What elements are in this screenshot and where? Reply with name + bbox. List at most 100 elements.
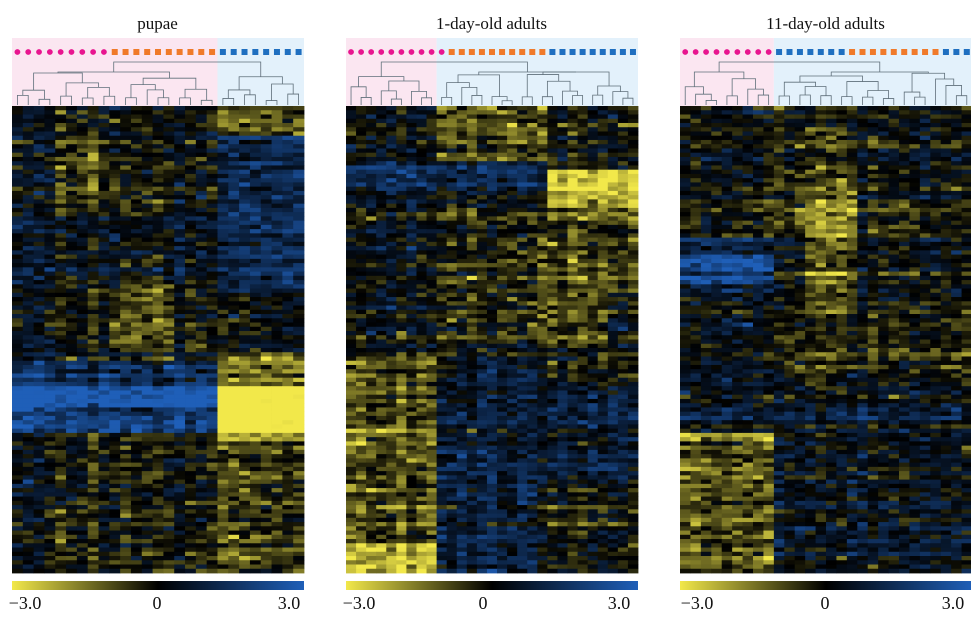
heatmap-cell [217, 352, 229, 357]
heatmap-cell [260, 297, 272, 302]
heatmap-cell [456, 106, 468, 111]
heatmap-cell [557, 331, 568, 336]
heatmap-cell [98, 224, 110, 230]
heatmap-cell [293, 539, 305, 544]
heatmap-cell [76, 161, 89, 166]
heatmap-cell [607, 190, 619, 196]
heatmap-cell [98, 568, 110, 574]
heatmap-cell [76, 212, 89, 217]
heatmap-cell [607, 267, 619, 272]
heatmap-cell [587, 178, 599, 183]
heatmap-cell [12, 148, 24, 154]
heatmap-cell [76, 364, 89, 370]
heatmap-cell [271, 403, 283, 408]
heatmap-cell [456, 271, 468, 277]
heatmap-cell [486, 135, 498, 141]
heatmap-cell [195, 339, 208, 345]
heatmap-cell [22, 424, 35, 430]
heatmap-cell [607, 114, 619, 120]
heatmap-cell [76, 301, 89, 306]
heatmap-cell [466, 271, 478, 277]
heatmap-cell [282, 110, 294, 115]
heatmap-cell [260, 220, 272, 226]
heatmap-cell [12, 551, 24, 557]
heatmap-cell [293, 110, 305, 115]
heatmap-cell [547, 190, 558, 196]
heatmap-cell [346, 127, 357, 132]
heatmap-cell [228, 199, 240, 205]
heatmap-cell [271, 437, 283, 442]
heatmap-cell [537, 144, 548, 149]
heatmap-cell [346, 297, 357, 302]
heatmap-cell [141, 335, 153, 340]
heatmap-cell [293, 390, 305, 396]
heatmap-cell [547, 212, 558, 217]
heatmap-cell [44, 428, 56, 434]
heatmap-cell [356, 110, 367, 115]
heatmap-cell [228, 479, 240, 485]
heatmap-cell [174, 165, 186, 171]
heatmap-cell [185, 411, 197, 417]
heatmap-cell [44, 364, 56, 370]
heatmap-cell [507, 347, 518, 353]
heatmap-cell [195, 479, 208, 485]
heatmap-cell [567, 207, 578, 213]
heatmap-cell [271, 254, 283, 260]
heatmap-cell [356, 212, 367, 217]
heatmap-cell [476, 280, 488, 285]
heatmap-cell [282, 373, 294, 379]
heatmap-cell [527, 267, 538, 272]
heatmap-cell [476, 224, 488, 230]
heatmap-cell [376, 246, 387, 251]
heatmap-cell [33, 165, 45, 171]
heatmap-cell [597, 322, 609, 328]
heatmap-cell [607, 322, 619, 328]
heatmap-cell [195, 127, 208, 132]
heatmap-cell [55, 381, 67, 387]
heatmap-cell [76, 568, 89, 574]
heatmap-cell [577, 335, 589, 340]
heatmap-cell [507, 203, 518, 209]
heatmap-cell [87, 479, 99, 485]
heatmap-cell [249, 203, 262, 209]
heatmap-cell [12, 288, 24, 294]
heatmap-cell [206, 182, 218, 188]
heatmap-cell [376, 144, 387, 149]
heatmap-cell [249, 229, 262, 234]
heatmap-cell [228, 114, 240, 120]
heatmap-cell [228, 237, 240, 243]
heatmap-cell [152, 148, 164, 154]
heatmap-cell [76, 534, 89, 540]
heatmap-cell [607, 331, 619, 336]
heatmap-cell [486, 178, 498, 183]
heatmap-cell [346, 271, 357, 277]
heatmap-cell [185, 165, 197, 171]
heatmap-cell [66, 454, 78, 459]
heatmap-cell [587, 305, 599, 311]
heatmap-cell [456, 148, 468, 154]
heatmap-cell [627, 347, 639, 353]
heatmap-cell [55, 343, 67, 349]
heatmap-cell [195, 335, 208, 340]
heatmap-cell [206, 415, 218, 421]
heatmap-cell [66, 233, 78, 239]
heatmap-cell [476, 292, 488, 298]
heatmap-cell [517, 322, 528, 328]
heatmap-cell [249, 458, 262, 464]
heatmap-cell [356, 309, 367, 315]
heatmap-cell [33, 547, 45, 553]
heatmap-cell [260, 530, 272, 536]
heatmap-cell [476, 275, 488, 281]
heatmap-cell [185, 106, 197, 111]
heatmap-cell [163, 471, 175, 476]
heatmap-cell [249, 169, 262, 175]
heatmap-cell [217, 369, 229, 374]
heatmap-cell [33, 568, 45, 574]
heatmap-cell [249, 411, 262, 417]
heatmap-cell [12, 212, 24, 217]
heatmap-cell [109, 271, 121, 277]
heatmap-cell [66, 224, 78, 230]
heatmap-cell [217, 199, 229, 205]
heatmap-cell [587, 292, 599, 298]
heatmap-cell [436, 224, 448, 230]
